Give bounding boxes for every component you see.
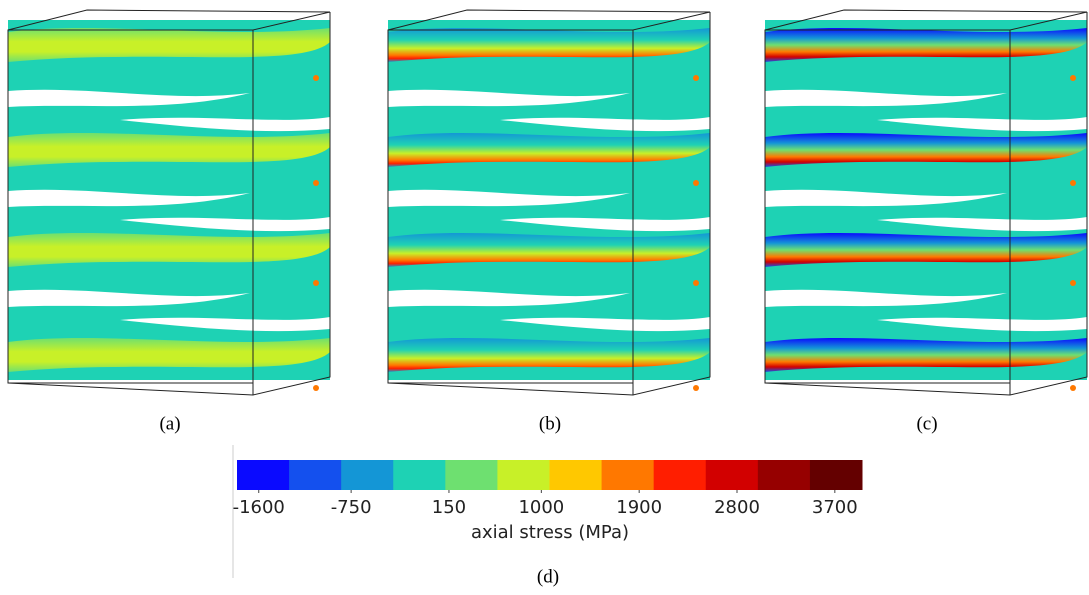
hotspot <box>313 180 319 186</box>
gap <box>388 189 630 207</box>
yarn <box>765 338 1087 372</box>
colorbar-bin <box>809 460 863 490</box>
panel-label: (b) <box>539 413 561 434</box>
hotspot <box>313 385 319 391</box>
gap <box>765 89 1007 107</box>
gap <box>8 289 250 307</box>
gap <box>500 317 710 332</box>
colorbar-bin <box>289 460 342 490</box>
hotspot <box>1070 75 1076 81</box>
hotspot <box>1070 280 1076 286</box>
colorbar-bin <box>445 460 498 490</box>
colorbar-bin <box>237 460 290 490</box>
yarn <box>8 28 330 62</box>
tick-label: 1900 <box>616 497 662 518</box>
gap <box>120 317 330 332</box>
yarn <box>388 233 710 267</box>
panel: (c) <box>764 9 1088 434</box>
colorbar-bin <box>601 460 655 490</box>
colorbar-bin <box>705 460 759 490</box>
colorbar-bin <box>757 460 811 490</box>
gap <box>877 317 1087 332</box>
colorbar-bin <box>549 460 603 490</box>
gap <box>120 217 330 232</box>
yarn <box>388 28 710 62</box>
hotspot <box>313 75 319 81</box>
gap <box>8 189 250 207</box>
panel: (b) <box>387 9 711 434</box>
yarn <box>8 233 330 267</box>
gap <box>765 289 1007 307</box>
yarn <box>8 338 330 372</box>
tick-label: 150 <box>432 497 466 518</box>
tick-label: 3700 <box>812 497 858 518</box>
gap <box>120 117 330 132</box>
colorbar-bin <box>497 460 550 490</box>
yarn <box>388 133 710 167</box>
colorbar-bin <box>393 460 446 490</box>
colorbar-bin <box>653 460 707 490</box>
hotspot <box>693 280 699 286</box>
gap <box>500 217 710 232</box>
panel-label: (d) <box>537 566 559 587</box>
hotspot <box>313 280 319 286</box>
tick-label: -1600 <box>233 497 285 518</box>
box-outline <box>764 9 1088 396</box>
yarn <box>388 338 710 372</box>
yarn <box>765 233 1087 267</box>
yarn <box>765 28 1087 62</box>
tick-label: 1000 <box>518 497 564 518</box>
box-outline <box>387 9 711 396</box>
box-outline <box>7 9 331 396</box>
hotspot <box>693 385 699 391</box>
hotspot <box>693 180 699 186</box>
yarn <box>8 133 330 167</box>
panel-label: (a) <box>159 413 180 434</box>
gap <box>877 217 1087 232</box>
colorbar-bin <box>341 460 394 490</box>
panel-label: (c) <box>916 413 937 434</box>
gap <box>8 89 250 107</box>
hotspot <box>1070 180 1076 186</box>
gap <box>388 89 630 107</box>
panel: (a) <box>7 9 331 434</box>
gap <box>500 117 710 132</box>
tick-label: -750 <box>331 497 372 518</box>
gap <box>877 117 1087 132</box>
tick-label: 2800 <box>714 497 760 518</box>
hotspot <box>1070 385 1076 391</box>
yarn <box>765 133 1087 167</box>
gap <box>388 289 630 307</box>
gap <box>765 189 1007 207</box>
colorbar-title: axial stress (MPa) <box>471 522 629 543</box>
hotspot <box>693 75 699 81</box>
